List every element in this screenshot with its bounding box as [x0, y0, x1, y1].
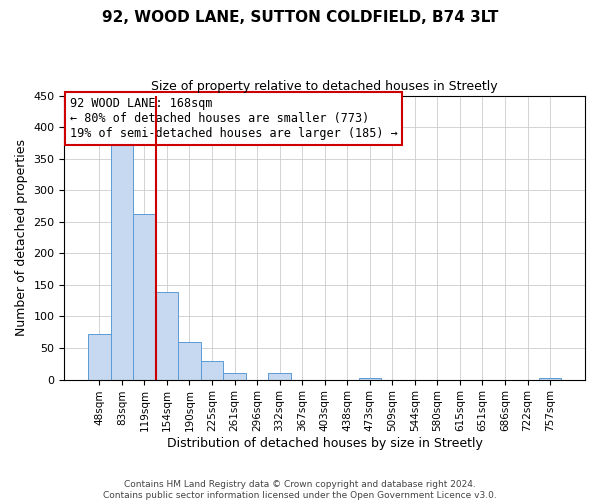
- Title: Size of property relative to detached houses in Streetly: Size of property relative to detached ho…: [151, 80, 498, 93]
- Bar: [88, 334, 110, 380]
- Bar: [268, 374, 291, 380]
- Text: 92, WOOD LANE, SUTTON COLDFIELD, B74 3LT: 92, WOOD LANE, SUTTON COLDFIELD, B74 3LT: [102, 10, 498, 25]
- Bar: [223, 374, 246, 380]
- Bar: [359, 378, 381, 380]
- Bar: [178, 342, 201, 380]
- Bar: [110, 141, 133, 380]
- Bar: [133, 214, 155, 380]
- X-axis label: Distribution of detached houses by size in Streetly: Distribution of detached houses by size …: [167, 437, 482, 450]
- Bar: [539, 378, 562, 380]
- Text: Contains HM Land Registry data © Crown copyright and database right 2024.
Contai: Contains HM Land Registry data © Crown c…: [103, 480, 497, 500]
- Bar: [155, 292, 178, 380]
- Bar: [201, 360, 223, 380]
- Text: 92 WOOD LANE: 168sqm
← 80% of detached houses are smaller (773)
19% of semi-deta: 92 WOOD LANE: 168sqm ← 80% of detached h…: [70, 97, 397, 140]
- Y-axis label: Number of detached properties: Number of detached properties: [15, 139, 28, 336]
